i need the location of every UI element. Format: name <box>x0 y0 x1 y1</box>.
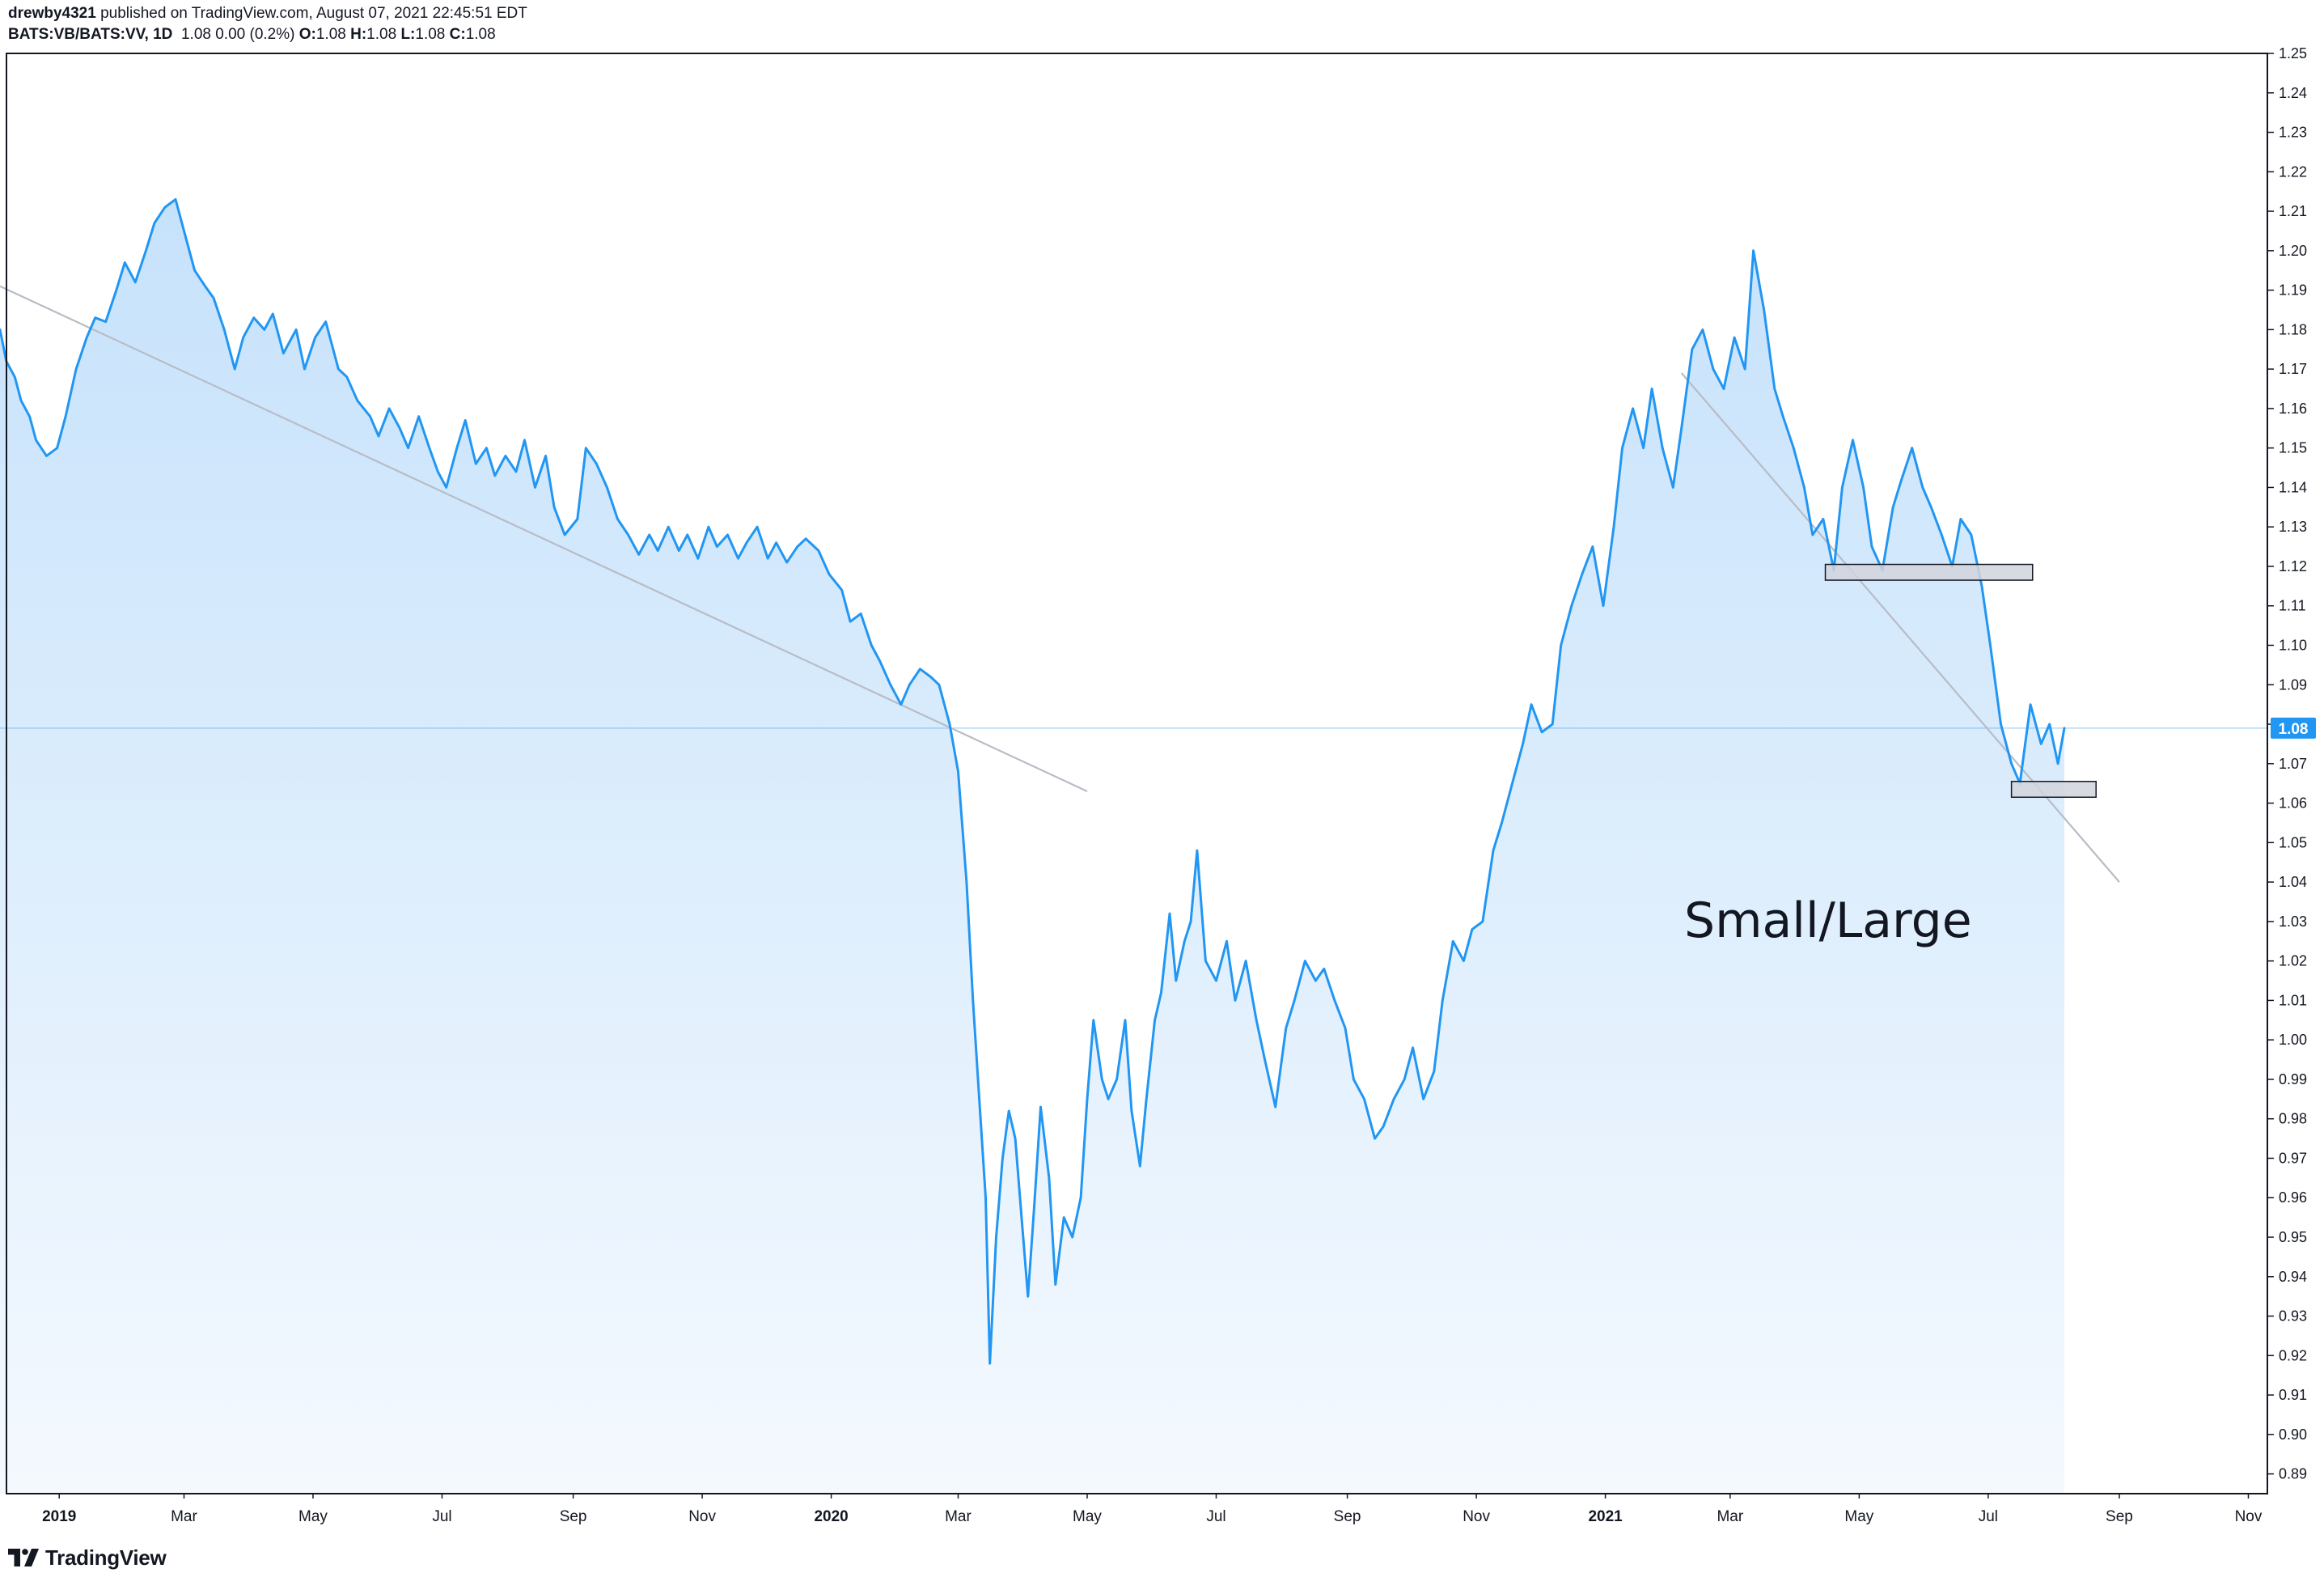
x-tick-label: Mar <box>1717 1508 1743 1525</box>
x-tick-label: May <box>1844 1508 1873 1525</box>
y-tick-label: 1.12 <box>2279 558 2307 574</box>
y-tick-label: 1.04 <box>2279 874 2307 890</box>
x-tick-label: Sep <box>2106 1508 2133 1525</box>
close-label: C: <box>449 26 466 43</box>
x-tick-label: Mar <box>945 1508 972 1525</box>
area-fill <box>0 199 2064 1494</box>
y-tick-label: 1.06 <box>2279 795 2307 812</box>
y-tick-label: 0.99 <box>2279 1071 2307 1087</box>
x-tick-label: May <box>298 1508 328 1525</box>
plot-frame <box>6 53 2268 1494</box>
published-text: published on TradingView.com, August 07,… <box>100 5 527 22</box>
high-label: H: <box>350 26 367 43</box>
y-tick-label: 1.22 <box>2279 163 2307 180</box>
axes: 1.25 1.24 1.23 1.22 1.21 1.20 1.19 1.18 1.17 1.16… <box>6 45 2316 1525</box>
close-value: 1.08 <box>465 26 496 43</box>
x-tick-label: May <box>1073 1508 1102 1525</box>
y-tick-label: 1.18 <box>2279 321 2307 337</box>
y-tick-label: 1.09 <box>2279 676 2307 693</box>
x-tick-label: Mar <box>171 1508 197 1525</box>
y-tick-label: 0.92 <box>2279 1347 2307 1363</box>
y-tick-label: 0.96 <box>2279 1189 2307 1206</box>
quote-line: BATS:VB/BATS:VV, 1D 1.08 0.00 (0.2%) O:1… <box>8 24 527 45</box>
annotation-text: Small/Large <box>1684 892 1972 949</box>
y-tick-label: 1.19 <box>2279 282 2307 299</box>
y-tick-label: 1.01 <box>2279 992 2307 1008</box>
x-tick-label: Sep <box>560 1508 587 1525</box>
y-tick-label: 1.24 <box>2279 85 2307 101</box>
x-tick-label: Jul <box>1206 1508 1225 1525</box>
y-tick-label: 1.25 <box>2279 45 2307 61</box>
y-tick-label: 0.95 <box>2279 1229 2307 1245</box>
y-tick-label: 1.23 <box>2279 125 2307 141</box>
tradingview-logo-text: TradingView <box>45 1545 167 1570</box>
y-tick-label: 0.93 <box>2279 1308 2307 1325</box>
y-tick-label: 0.90 <box>2279 1427 2307 1443</box>
x-tick-label: Jul <box>432 1508 451 1525</box>
symbol-label: BATS:VB/BATS:VV, 1D <box>8 26 173 43</box>
y-tick-label: 1.10 <box>2279 638 2307 654</box>
x-tick-label: Jul <box>1979 1508 1998 1525</box>
series-line[interactable] <box>0 197 2066 1365</box>
y-tick-label: 1.03 <box>2279 914 2307 930</box>
last-value-label: 1.08 <box>2279 721 2309 738</box>
quote-change: 1.08 0.00 (0.2%) <box>180 26 295 43</box>
y-tick-label: 1.16 <box>2279 401 2307 417</box>
author-name[interactable]: drewby4321 <box>8 5 96 22</box>
x-tick-label: 2020 <box>814 1508 848 1525</box>
y-tick-label: 0.89 <box>2279 1466 2307 1482</box>
low-label: L: <box>400 26 416 43</box>
y-tick-label: 1.15 <box>2279 440 2307 456</box>
plot-area[interactable]: Small/Large <box>0 197 2267 1494</box>
y-tick-label: 1.05 <box>2279 834 2307 850</box>
open-label: O: <box>298 26 316 43</box>
chart-header: drewby4321 published on TradingView.com,… <box>8 3 527 45</box>
y-tick-label: 1.07 <box>2279 756 2307 772</box>
x-tick-label: Nov <box>688 1508 716 1525</box>
y-tick-label: 1.14 <box>2279 479 2307 495</box>
y-tick-label: 1.02 <box>2279 953 2307 969</box>
trendline-1[interactable] <box>0 285 1088 792</box>
y-tick-label: 1.13 <box>2279 519 2307 535</box>
y-tick-label: 1.00 <box>2279 1032 2307 1048</box>
y-tick-label: 0.94 <box>2279 1269 2307 1285</box>
x-tick-label: 2021 <box>1588 1508 1623 1525</box>
x-tick-label: Nov <box>1463 1508 1490 1525</box>
y-tick-label: 1.11 <box>2279 598 2306 614</box>
support-box-1[interactable] <box>1824 563 2034 581</box>
y-tick-label: 0.97 <box>2279 1150 2307 1166</box>
tradingview-logo[interactable]: TradingView <box>8 1544 167 1571</box>
tradingview-logo-icon <box>8 1549 39 1566</box>
y-tick-label: 1.17 <box>2279 361 2307 377</box>
publish-line: drewby4321 published on TradingView.com,… <box>8 3 527 24</box>
high-value: 1.08 <box>366 26 397 43</box>
y-tick-label: 1.20 <box>2279 243 2307 259</box>
y-tick-label: 1.21 <box>2279 203 2307 219</box>
x-tick-label: 2019 <box>42 1508 76 1525</box>
open-value: 1.08 <box>315 26 346 43</box>
x-tick-label: Sep <box>1334 1508 1361 1525</box>
low-value: 1.08 <box>415 26 446 43</box>
last-value-marker <box>2271 717 2316 739</box>
y-tick-label: 0.91 <box>2279 1387 2307 1403</box>
x-tick-label: Nov <box>2235 1508 2263 1525</box>
y-tick-label: 0.98 <box>2279 1111 2307 1127</box>
support-box-2[interactable] <box>2010 781 2097 799</box>
